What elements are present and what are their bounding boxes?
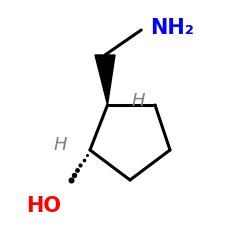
Text: HO: HO [26,196,61,216]
Text: H: H [131,92,145,110]
Text: NH₂: NH₂ [150,18,194,38]
Text: H: H [54,136,68,154]
Polygon shape [95,55,115,105]
